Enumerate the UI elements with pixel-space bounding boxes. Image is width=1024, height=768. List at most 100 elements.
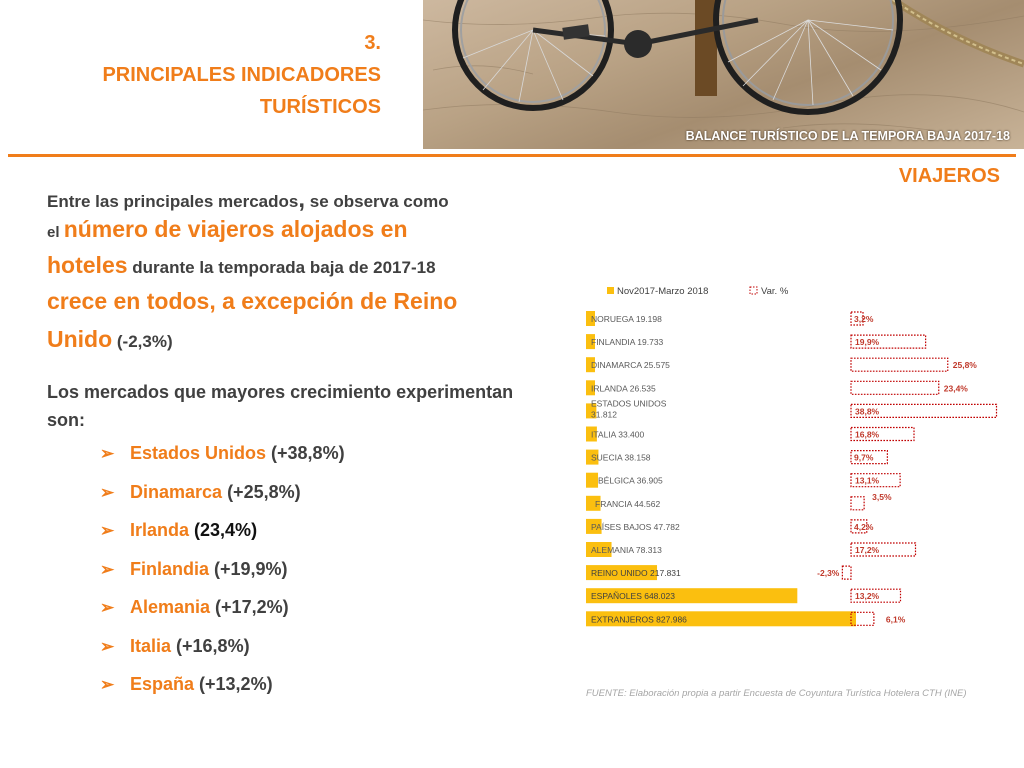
variation-bar (850, 380, 940, 395)
variation-bar (850, 473, 901, 488)
category-label: DINAMARCA 25.575 (591, 360, 670, 370)
photo-caption: BALANCE TURÍSTICO DE LA TEMPORA BAJA 201… (685, 129, 1010, 143)
market-name: España (130, 674, 195, 694)
travelers-bar (586, 542, 612, 557)
variation-bar (850, 542, 917, 557)
market-change: (+13,2%) (194, 674, 273, 694)
variation-bar (841, 565, 852, 580)
travelers-bar (586, 449, 599, 465)
category-label: ALEMANIA 78.313 (591, 545, 662, 555)
source-note: FUENTE: Elaboración propia a partir Encu… (586, 688, 967, 699)
travelers-bar (586, 611, 856, 627)
variation-label: 4,2% (854, 522, 874, 532)
variation-label: 16,8% (855, 430, 880, 440)
category-label: NORUEGA 19.198 (591, 314, 662, 324)
variation-label: 19,9% (855, 337, 880, 347)
arrow-bullet-icon: ➢ (100, 675, 115, 694)
arrow-bullet-icon: ➢ (100, 444, 115, 463)
list-item: ➢ Finlandia (+19,9%) (100, 559, 345, 598)
intro-highlight: crece en todos, a excepción de Reino (47, 288, 458, 314)
legend-label: Nov2017-Marzo 2018 (617, 286, 708, 297)
intro-text: se observa como (305, 192, 449, 211)
intro-text: Entre las principales mercados (47, 192, 299, 211)
category-label: BÉLGICA 36.905 (598, 476, 663, 486)
list-item: ➢ Irlanda (23,4%) (100, 520, 345, 559)
category-label: ITALIA 33.400 (591, 430, 645, 440)
bicycle-on-sand-image (423, 0, 1024, 133)
category-label: EXTRANJEROS 827.986 (591, 614, 687, 624)
market-name: Finlandia (130, 558, 210, 579)
arrow-bullet-icon: ➢ (100, 482, 115, 502)
variation-bar (850, 403, 998, 419)
section-subtitle: VIAJEROS (898, 165, 1000, 187)
variation-label: 6,1% (886, 614, 906, 624)
list-item: ➢ Dinamarca (+25,8%) (100, 482, 345, 521)
variation-bar (850, 588, 902, 603)
variation-label: 3,2% (854, 314, 874, 324)
travelers-bar (586, 334, 595, 350)
market-name: Alemania (130, 597, 211, 617)
travelers-bar (586, 472, 599, 488)
category-label: 31.812 (591, 409, 617, 419)
category-label: ESPAÑOLES 648.023 (591, 591, 675, 601)
category-label: FRANCIA 44.562 (595, 499, 660, 509)
section-number: 3. (364, 32, 381, 54)
market-name: Italia (130, 635, 172, 656)
travelers-bar (586, 380, 595, 396)
intro-text: el (47, 224, 64, 241)
intro-highlight: Unido (47, 326, 113, 352)
intro-paragraph: Entre las principales mercados, se obser… (47, 186, 527, 362)
market-change: (+16,8%) (171, 635, 250, 656)
market-change: (+25,8%) (222, 481, 301, 502)
variation-label: 9,7% (854, 453, 874, 463)
variation-label: 17,2% (855, 545, 880, 555)
market-change: (+17,2%) (210, 597, 289, 617)
header-photo: BALANCE TURÍSTICO DE LA TEMPORA BAJA 201… (423, 0, 1024, 149)
market-change: (+19,9%) (209, 558, 288, 579)
variation-bar (850, 426, 915, 442)
travelers-bar (586, 495, 601, 511)
travelers-bar (586, 565, 658, 581)
travelers-bar (586, 426, 597, 442)
variation-label: 13,1% (855, 476, 880, 486)
list-item: ➢ Italia (+16,8%) (100, 636, 345, 675)
intro-text: durante la temporada baja de 2017-18 (127, 258, 436, 277)
intro-highlight: número de viajeros alojados en (63, 216, 408, 242)
travelers-bar (586, 518, 602, 534)
market-name: Dinamarca (130, 481, 223, 502)
variation-label: 38,8% (855, 406, 880, 416)
legend-label: Var. % (761, 286, 789, 297)
travelers-bar (586, 403, 597, 419)
intro-text: (-2,3%) (112, 332, 173, 351)
arrow-bullet-icon: ➢ (100, 559, 115, 579)
list-item: ➢ Alemania (+17,2%) (100, 597, 345, 636)
section-title-line-2: TURÍSTICOS (259, 96, 381, 118)
legend-swatch-travelers (607, 287, 614, 294)
travelers-bar (586, 311, 595, 326)
variation-bar (850, 357, 949, 372)
category-label: ESTADOS UNIDOS (591, 398, 667, 408)
growth-paragraph: Los mercados que mayores crecimiento exp… (47, 382, 514, 430)
variation-bar (850, 496, 865, 511)
growth-market-list: ➢ Estados Unidos (+38,8%) ➢ Dinamarca (+25… (100, 443, 345, 713)
variation-label: 25,8% (953, 360, 978, 370)
category-label: IRLANDA 26.535 (591, 383, 656, 393)
variation-label: 3,5% (872, 492, 892, 502)
category-label: FINLANDIA 19.733 (591, 337, 664, 347)
market-name: Irlanda (130, 520, 190, 540)
arrow-bullet-icon: ➢ (100, 598, 115, 617)
list-item: ➢ España (+13,2%) (100, 674, 345, 713)
variation-bar (850, 311, 864, 326)
header-divider (8, 154, 1016, 157)
section-title-line-1: PRINCIPALES INDICADORES (102, 64, 381, 86)
variation-bar (850, 450, 888, 465)
arrow-bullet-icon: ➢ (100, 521, 115, 540)
legend-swatch-variation (749, 286, 758, 295)
market-change: (23,4%) (189, 520, 258, 540)
category-label: REINO UNIDO 217.831 (591, 568, 681, 578)
variation-label: -2,3% (817, 568, 840, 578)
variation-bar (850, 334, 927, 349)
variation-label: 23,4% (944, 383, 969, 393)
variation-label: 13,2% (855, 591, 880, 601)
category-label: PAÍSES BAJOS 47.782 (591, 522, 680, 532)
